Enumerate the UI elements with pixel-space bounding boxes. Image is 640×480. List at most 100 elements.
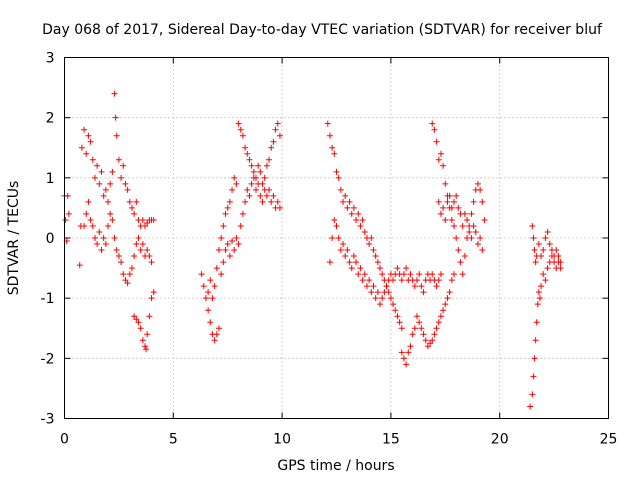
data-point	[100, 192, 107, 199]
data-point	[276, 132, 283, 139]
data-point	[239, 210, 246, 217]
data-point	[433, 138, 440, 145]
data-point	[102, 186, 109, 193]
data-point	[431, 331, 438, 338]
data-point	[233, 235, 240, 241]
data-point	[448, 216, 455, 223]
data-point	[435, 198, 442, 205]
data-point	[398, 325, 405, 332]
data-point	[470, 222, 477, 229]
data-point	[531, 355, 538, 362]
data-point	[211, 283, 218, 290]
data-point	[143, 346, 150, 353]
data-point	[531, 247, 538, 254]
data-point	[326, 259, 333, 266]
data-point	[226, 198, 233, 205]
data-point	[222, 247, 229, 254]
data-point	[374, 259, 381, 266]
data-point	[135, 319, 142, 326]
data-point	[64, 192, 71, 199]
data-points	[61, 90, 564, 410]
data-point	[274, 120, 281, 127]
data-point	[150, 216, 157, 223]
data-point	[215, 247, 222, 254]
data-point	[342, 192, 349, 199]
data-point	[474, 180, 481, 187]
data-point	[342, 253, 349, 260]
data-point	[536, 295, 543, 302]
data-point	[213, 331, 220, 338]
data-point	[335, 235, 342, 241]
data-point	[544, 265, 551, 272]
data-point	[109, 168, 116, 175]
data-point	[148, 259, 155, 266]
data-point	[416, 271, 423, 278]
data-point	[355, 210, 362, 217]
data-point	[466, 228, 473, 235]
data-point	[418, 325, 425, 332]
data-point	[122, 277, 129, 284]
data-point	[207, 319, 214, 326]
data-point	[107, 210, 114, 217]
data-point	[257, 192, 264, 199]
data-point	[481, 216, 488, 223]
data-point	[370, 283, 377, 290]
data-point	[131, 210, 138, 217]
data-point	[100, 235, 107, 241]
data-point	[542, 277, 549, 284]
data-point	[98, 168, 105, 175]
data-point	[474, 241, 481, 248]
data-point	[128, 265, 135, 272]
data-point	[259, 180, 266, 187]
data-point	[218, 235, 225, 241]
data-point	[451, 198, 458, 205]
data-point	[94, 241, 101, 248]
data-point	[113, 132, 120, 139]
data-point	[76, 262, 83, 269]
data-point	[207, 277, 214, 284]
data-point	[538, 253, 545, 260]
data-point	[115, 156, 122, 163]
data-point	[442, 216, 449, 223]
data-point	[137, 247, 144, 254]
data-point	[126, 198, 133, 205]
data-point	[96, 180, 103, 187]
data-point	[331, 216, 338, 223]
data-point	[344, 204, 351, 211]
plot-frame	[64, 57, 609, 419]
data-point	[420, 331, 427, 338]
data-point	[62, 216, 69, 223]
data-point	[429, 271, 436, 278]
data-point	[252, 186, 259, 193]
y-tick-label: 1	[46, 171, 55, 187]
data-point	[333, 168, 340, 175]
data-point	[353, 259, 360, 266]
x-tick-label: 25	[600, 432, 618, 448]
data-point	[276, 204, 283, 211]
data-point	[205, 289, 212, 296]
data-point	[546, 241, 553, 248]
data-point	[222, 210, 229, 217]
data-point	[124, 280, 131, 287]
data-point	[459, 271, 466, 278]
data-point	[532, 337, 539, 344]
data-point	[229, 186, 236, 193]
data-point	[529, 391, 536, 398]
data-point	[118, 174, 125, 181]
x-tick-label: 0	[60, 432, 69, 448]
data-point	[150, 289, 157, 296]
chart-title: Day 068 of 2017, Sidereal Day-to-day VTE…	[42, 22, 603, 38]
data-point	[359, 216, 366, 223]
data-point	[553, 247, 560, 254]
data-point	[350, 204, 357, 211]
data-point	[377, 301, 384, 308]
data-point	[120, 162, 127, 169]
x-tick-label: 15	[382, 432, 400, 448]
data-point	[142, 222, 149, 229]
data-point	[361, 271, 368, 278]
data-point	[372, 295, 379, 302]
data-point	[139, 216, 146, 223]
data-point	[131, 253, 138, 260]
data-point	[146, 313, 153, 320]
data-point	[390, 277, 397, 284]
